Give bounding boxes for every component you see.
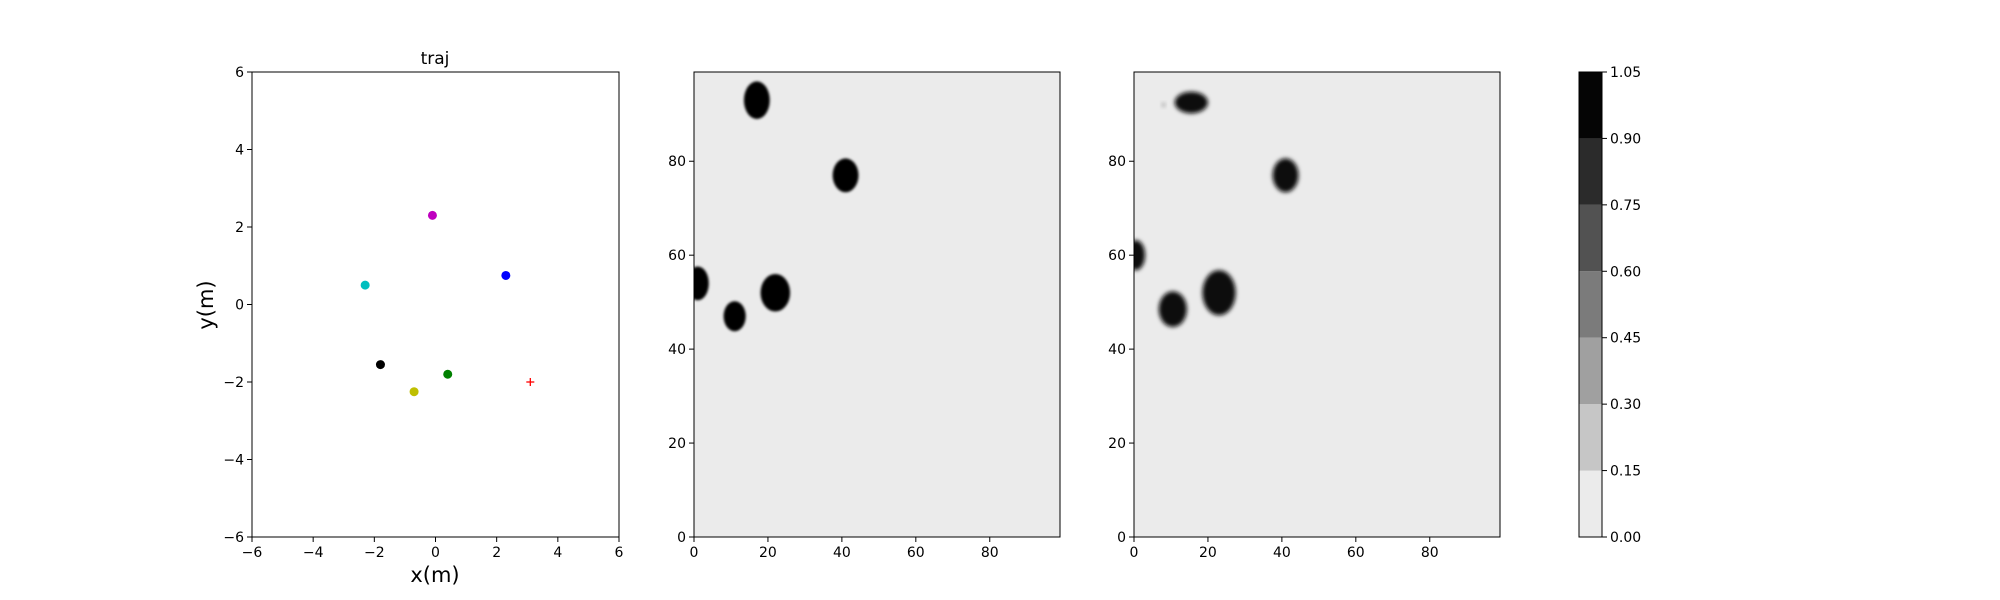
x-tick-label: 80 — [1421, 545, 1439, 561]
y-tick-label: 6 — [235, 65, 244, 81]
colorbar-band — [1579, 72, 1602, 139]
heatmap-blob — [760, 273, 791, 312]
colorbar-tick-label: 0.75 — [1610, 198, 1641, 214]
traj-y-ticks: −6 −4 −2 0 2 4 6 — [223, 65, 252, 546]
scatter-point — [375, 360, 385, 370]
heatmap-1-blobs — [694, 81, 859, 332]
colorbar-band — [1579, 337, 1602, 405]
heatmap-blob — [1174, 91, 1208, 114]
traj-axes-frame — [251, 71, 620, 538]
heatmap-1-frame — [693, 71, 1061, 538]
y-tick-label: 0 — [677, 530, 686, 546]
heatmap-blob — [723, 301, 746, 332]
colorbar-band — [1579, 138, 1602, 205]
heatmap-2-background — [1134, 72, 1500, 537]
x-tick-label: 0 — [690, 545, 699, 561]
heatmap-blob — [743, 81, 770, 119]
x-tick-label: 60 — [1347, 545, 1365, 561]
colorbar: 0.00 0.15 0.30 0.45 0.60 0.75 0.90 1.05 — [1578, 65, 1641, 546]
heatmap-panel-1: 0 20 40 60 80 0 20 40 60 80 — [668, 71, 1061, 561]
y-tick-label: 20 — [1108, 436, 1126, 452]
traj-points — [360, 210, 535, 397]
x-tick-label: 40 — [1273, 545, 1291, 561]
x-tick-label: −4 — [303, 545, 324, 561]
heatmap-2-y-ticks: 0 20 40 60 80 — [1108, 154, 1134, 546]
x-tick-label: 0 — [1130, 545, 1139, 561]
heatmap-blob — [694, 266, 709, 301]
colorbar-frame — [1578, 71, 1603, 538]
heatmap-blob — [1134, 240, 1146, 271]
x-tick-label: −2 — [364, 545, 385, 561]
colorbar-tick-label: 0.90 — [1610, 131, 1641, 147]
scatter-point — [501, 270, 511, 280]
heatmap-panel-2: 0 20 40 60 80 0 20 40 60 80 — [1108, 71, 1501, 561]
target-plus-marker — [526, 378, 535, 386]
y-tick-label: 40 — [668, 342, 686, 358]
trajectory-scatter-panel: traj −6 −4 −2 0 2 4 6 −6 −4 −2 0 2 4 6 x(m) y(m) — [194, 49, 624, 587]
x-tick-label: 6 — [615, 545, 624, 561]
x-tick-label: 4 — [553, 545, 562, 561]
colorbar-ticks: 0.00 0.15 0.30 0.45 0.60 0.75 0.90 1.05 — [1602, 65, 1641, 546]
heatmap-blob — [1272, 158, 1299, 193]
scatter-point — [443, 369, 453, 379]
y-tick-label: 40 — [1108, 342, 1126, 358]
colorbar-tick-label: 0.60 — [1610, 264, 1641, 280]
x-tick-label: 0 — [431, 545, 440, 561]
y-tick-label: 60 — [1108, 248, 1126, 264]
y-tick-label: 0 — [235, 298, 244, 314]
heatmap-blob — [832, 158, 859, 193]
x-tick-label: 80 — [981, 545, 999, 561]
colorbar-tick-label: 1.05 — [1610, 65, 1641, 81]
y-tick-label: 20 — [668, 436, 686, 452]
colorbar-bands — [1579, 72, 1602, 537]
scatter-point — [409, 387, 419, 397]
traj-x-axis-label: x(m) — [410, 563, 459, 587]
colorbar-band — [1579, 204, 1602, 272]
y-tick-label: 60 — [668, 248, 686, 264]
colorbar-band — [1579, 271, 1602, 338]
x-tick-label: 40 — [833, 545, 851, 561]
heatmap-blob — [1202, 270, 1236, 316]
x-tick-label: 2 — [492, 545, 501, 561]
y-tick-label: −2 — [223, 375, 244, 391]
heatmap-2-blobs — [1134, 91, 1299, 328]
y-tick-label: −4 — [223, 453, 244, 469]
heatmap-1-x-ticks: 0 20 40 60 80 — [690, 537, 999, 561]
heatmap-2-x-ticks: 0 20 40 60 80 — [1130, 537, 1439, 561]
traj-title: traj — [421, 49, 450, 69]
y-tick-label: −6 — [223, 530, 244, 546]
heatmap-blob — [1161, 102, 1166, 108]
y-tick-label: 2 — [235, 220, 244, 236]
colorbar-band — [1579, 470, 1602, 537]
colorbar-tick-label: 0.00 — [1610, 530, 1641, 546]
heatmap-2-frame — [1133, 71, 1501, 538]
colorbar-tick-label: 0.45 — [1610, 331, 1641, 347]
x-tick-label: 20 — [1199, 545, 1217, 561]
colorbar-tick-label: 0.15 — [1610, 464, 1641, 480]
traj-y-axis-label: y(m) — [194, 280, 218, 329]
y-tick-label: 4 — [235, 143, 244, 159]
heatmap-1-background — [694, 72, 1060, 537]
x-tick-label: −6 — [242, 545, 263, 561]
scatter-point — [427, 210, 437, 220]
y-tick-label: 80 — [1108, 154, 1126, 170]
x-tick-label: 60 — [907, 545, 925, 561]
colorbar-band — [1579, 404, 1602, 471]
heatmap-blob — [1158, 291, 1187, 328]
traj-x-ticks: −6 −4 −2 0 2 4 6 — [242, 537, 624, 561]
y-tick-label: 0 — [1117, 530, 1126, 546]
x-tick-label: 20 — [759, 545, 777, 561]
colorbar-tick-label: 0.30 — [1610, 397, 1641, 413]
scatter-point — [360, 280, 370, 290]
heatmap-1-y-ticks: 0 20 40 60 80 — [668, 154, 694, 546]
y-tick-label: 80 — [668, 154, 686, 170]
